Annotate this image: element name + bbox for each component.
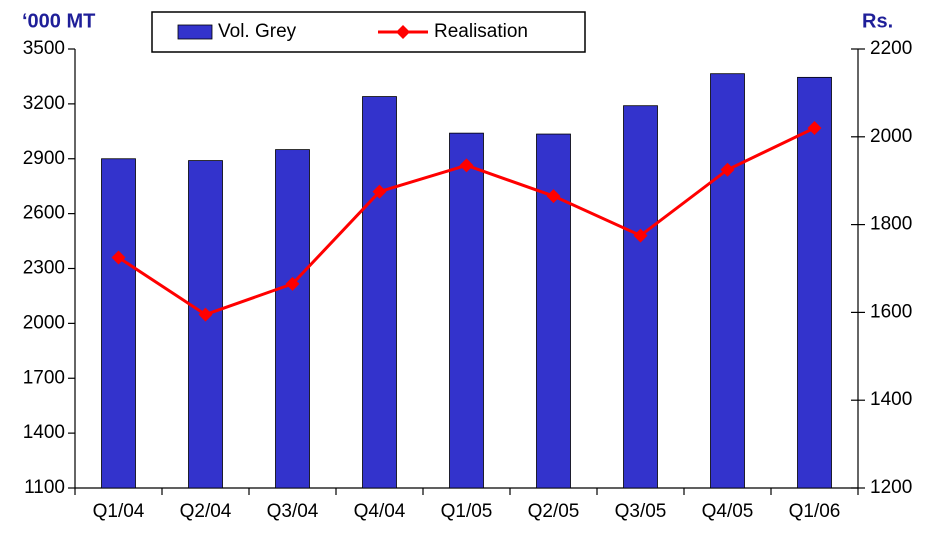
marker bbox=[372, 184, 387, 199]
x-tick-label: Q4/05 bbox=[702, 501, 754, 522]
x-tick-label: Q4/04 bbox=[354, 501, 406, 522]
marker bbox=[285, 276, 300, 291]
marker bbox=[111, 250, 126, 265]
y-tick-label: 1100 bbox=[24, 477, 65, 498]
y-tick-label: 3500 bbox=[23, 38, 65, 59]
y2-tick-label: 2000 bbox=[870, 126, 912, 147]
y2-tick-label: 1200 bbox=[870, 477, 912, 498]
bar bbox=[449, 132, 484, 489]
y-axis-label: ‘000 MT bbox=[22, 10, 95, 32]
y-tick-label: 1400 bbox=[23, 422, 65, 443]
bar bbox=[797, 76, 832, 489]
bar bbox=[536, 133, 571, 489]
y-tick-label: 2300 bbox=[23, 258, 65, 279]
bar bbox=[623, 105, 658, 489]
marker bbox=[546, 189, 561, 204]
marker bbox=[807, 121, 822, 136]
y2-tick-label: 2200 bbox=[870, 38, 912, 59]
x-tick-label: Q1/05 bbox=[441, 501, 493, 522]
bar bbox=[188, 160, 223, 489]
x-tick-label: Q2/04 bbox=[180, 501, 232, 522]
x-tick-label: Q1/04 bbox=[93, 501, 145, 522]
legend-label: Vol. Grey bbox=[218, 21, 297, 42]
y2-tick-label: 1800 bbox=[870, 214, 912, 235]
y-tick-label: 2600 bbox=[23, 203, 65, 224]
x-tick-label: Q3/04 bbox=[267, 501, 319, 522]
y-tick-label: 2900 bbox=[23, 148, 65, 169]
legend-label: Realisation bbox=[434, 21, 528, 42]
y-tick-label: 1700 bbox=[23, 367, 65, 388]
marker bbox=[459, 158, 474, 173]
bar bbox=[710, 73, 745, 489]
bar bbox=[362, 96, 397, 489]
marker bbox=[198, 307, 213, 322]
y2-axis-label: Rs. bbox=[862, 10, 893, 32]
legend-swatch bbox=[177, 24, 213, 40]
bar bbox=[275, 149, 310, 489]
x-tick-label: Q1/06 bbox=[789, 501, 841, 522]
x-tick-label: Q3/05 bbox=[615, 501, 667, 522]
marker bbox=[633, 228, 648, 243]
y2-tick-label: 1600 bbox=[870, 301, 912, 322]
y-tick-label: 2000 bbox=[23, 312, 65, 333]
y2-tick-label: 1400 bbox=[870, 389, 912, 410]
marker bbox=[720, 162, 735, 177]
x-tick-label: Q2/05 bbox=[528, 501, 580, 522]
legend-box bbox=[151, 11, 586, 53]
legend-marker bbox=[396, 25, 410, 39]
y-tick-label: 3200 bbox=[23, 93, 65, 114]
bar bbox=[101, 158, 136, 489]
